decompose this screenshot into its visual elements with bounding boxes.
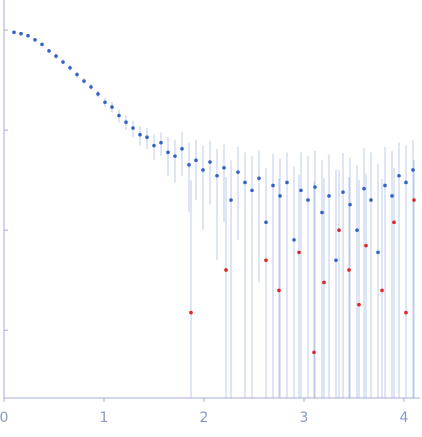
data-point xyxy=(236,170,240,174)
data-point xyxy=(229,198,233,202)
data-point xyxy=(173,154,177,158)
data-point xyxy=(362,186,366,191)
data-point xyxy=(322,280,326,285)
data-point xyxy=(68,65,72,70)
data-point xyxy=(312,350,316,355)
data-point xyxy=(224,268,228,272)
data-point xyxy=(222,166,226,170)
data-point xyxy=(292,238,296,242)
data-point xyxy=(61,60,65,64)
data-point xyxy=(33,38,37,42)
data-point xyxy=(19,31,23,36)
data-point xyxy=(215,173,219,178)
data-point xyxy=(75,72,79,77)
data-point xyxy=(306,198,310,202)
data-point xyxy=(131,126,135,130)
data-point xyxy=(257,176,261,181)
data-point xyxy=(89,85,93,89)
data-point xyxy=(159,140,163,145)
data-point xyxy=(337,228,341,232)
data-point xyxy=(285,180,289,185)
x-tick-label: 3 xyxy=(300,410,309,426)
data-point xyxy=(264,220,268,225)
data-point xyxy=(271,183,275,188)
data-point xyxy=(243,180,247,185)
data-point xyxy=(40,42,44,47)
data-point xyxy=(54,54,58,58)
data-point xyxy=(82,79,86,83)
data-point xyxy=(404,180,408,185)
data-point xyxy=(313,185,317,189)
data-point xyxy=(152,143,156,148)
x-tick-label: 2 xyxy=(200,410,209,426)
data-point xyxy=(392,220,396,225)
data-point xyxy=(110,105,114,109)
data-point xyxy=(320,210,324,215)
data-point xyxy=(341,190,345,194)
data-point xyxy=(12,30,16,35)
data-point xyxy=(376,250,380,255)
data-point xyxy=(327,194,331,198)
data-point xyxy=(47,49,51,53)
data-point xyxy=(380,288,384,293)
x-tick-label: 4 xyxy=(400,410,409,426)
data-point xyxy=(201,168,205,172)
data-point xyxy=(145,135,149,140)
data-point xyxy=(117,113,121,118)
data-point xyxy=(278,194,282,198)
data-point xyxy=(299,188,303,193)
data-point xyxy=(383,183,387,188)
data-point xyxy=(364,243,368,248)
data-point xyxy=(348,202,352,207)
data-point xyxy=(397,173,401,178)
data-point xyxy=(187,163,191,167)
data-point xyxy=(334,258,338,263)
data-point xyxy=(180,147,184,151)
data-point xyxy=(194,158,198,163)
data-point xyxy=(411,168,415,172)
x-tick-label: 1 xyxy=(100,410,109,426)
data-point xyxy=(369,198,373,202)
data-point xyxy=(297,250,301,255)
data-point xyxy=(103,100,107,105)
data-point xyxy=(26,33,30,38)
data-point xyxy=(250,188,254,193)
data-point xyxy=(277,288,281,293)
data-point xyxy=(264,258,268,263)
data-point xyxy=(208,160,212,164)
data-point xyxy=(355,228,359,232)
data-point xyxy=(357,302,361,307)
data-point xyxy=(124,120,128,125)
data-point xyxy=(412,198,416,202)
data-point xyxy=(404,310,408,315)
x-tick-label: 0 xyxy=(0,410,8,426)
data-point xyxy=(96,92,100,96)
data-point xyxy=(347,268,351,272)
data-point xyxy=(390,194,394,198)
data-point xyxy=(166,150,170,155)
data-point xyxy=(189,310,193,315)
data-point xyxy=(138,132,142,137)
